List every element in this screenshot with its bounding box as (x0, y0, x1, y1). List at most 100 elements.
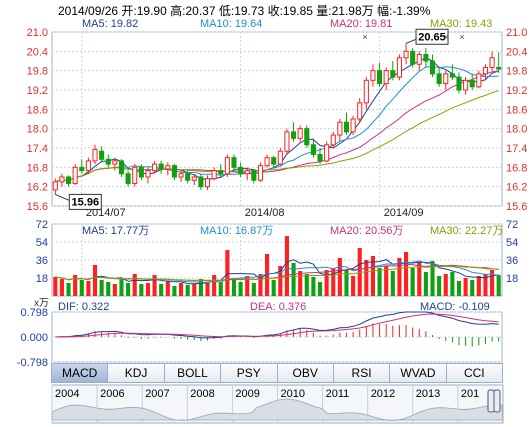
max-callout-value: 20.65 (418, 31, 446, 43)
volume-bar (172, 286, 177, 296)
candle-body (436, 73, 442, 85)
volume-bars[interactable] (53, 236, 501, 296)
tab-psy[interactable]: PSY (221, 363, 278, 383)
tab-obv[interactable]: OBV (277, 363, 334, 383)
volume-ma-label: MA20: 20.56万 (330, 225, 403, 237)
macd-macd-label: MACD: -0.109 (420, 301, 490, 313)
price-tick-right: 19.8 (506, 66, 527, 78)
volume-bar (337, 258, 342, 296)
volume-tick-right: 72 (506, 219, 518, 231)
timeline-year: 2010 (281, 388, 305, 400)
volume-bar (417, 262, 422, 296)
macd-dea-label: DEA: 0.376 (250, 301, 306, 313)
candle-body (317, 153, 323, 162)
volume-bar (430, 261, 435, 296)
price-ma-label: MA5: 19.82 (82, 18, 138, 30)
volume-bar (324, 270, 329, 296)
candle-body (284, 131, 290, 152)
timeline-handle-right[interactable] (493, 389, 501, 413)
macd-dif-label: DIF: 0.322 (58, 301, 109, 313)
candle-body (145, 170, 151, 178)
close-label: 收: (267, 4, 283, 18)
volume-value: 21.98万 (331, 4, 374, 18)
volume-bar (317, 282, 323, 296)
volume-bar (450, 272, 455, 296)
tab-boll[interactable]: BOLL (164, 363, 222, 383)
candle-body (185, 173, 191, 181)
macd-tick: -0.798 (17, 357, 48, 369)
volume-bar (278, 266, 283, 296)
macd-legend: DIF: 0.322 DEA: 0.376 MACD: -0.109 (58, 301, 490, 313)
candle-body (429, 60, 436, 75)
timeline-year: 201 (461, 388, 479, 400)
volume-bar (106, 282, 111, 296)
timeline-handle-left[interactable] (487, 389, 495, 413)
volume-bar (331, 268, 336, 296)
candle-body (443, 73, 449, 85)
volume-ma-label: MA10: 16.87万 (200, 225, 273, 237)
price-tick-right: 15.6 (506, 201, 527, 213)
price-tick-left: 16.8 (27, 162, 48, 174)
price-tick-left: 16.2 (27, 182, 48, 194)
candle-body (52, 181, 58, 191)
tab-cci[interactable]: CCI (446, 363, 503, 383)
candle-body (330, 134, 336, 146)
tab-macd[interactable]: MACD (51, 363, 109, 383)
volume-bar (218, 282, 223, 296)
volume-bar (443, 274, 448, 296)
max-callout-leader (405, 38, 417, 44)
candle-body (449, 73, 455, 78)
volume-bar (384, 266, 389, 296)
candle-body (158, 163, 164, 170)
low-label: 低: (218, 4, 235, 18)
candle-body (112, 160, 118, 165)
volume-bar (463, 278, 468, 296)
month-tick: 2014/07 (86, 207, 126, 219)
timeline-navigator[interactable]: 2004 2006 2007 2008 2009 2010 2011 2012 2013 201 (51, 384, 504, 424)
candle-body (85, 160, 91, 172)
price-tick-right: 18.6 (506, 104, 527, 116)
price-x-axis: 2014/07 2014/08 2014/09 (86, 207, 424, 219)
price-tick-left: 18.0 (27, 124, 48, 136)
candle-body (251, 170, 257, 181)
month-tick: 2014/08 (245, 207, 285, 219)
dif-line (55, 311, 499, 339)
dea-line (55, 313, 499, 338)
price-ma-legend: MA5: 19.82 MA10: 19.64 MA20: 19.81 MA30: 19… (82, 18, 492, 30)
high-value: 20.37 (185, 4, 216, 18)
candle-body (377, 70, 383, 85)
volume-bar (377, 268, 382, 296)
timeline-year: 2006 (100, 388, 124, 400)
volume-bar (245, 276, 250, 296)
tab-rsi[interactable]: RSI (333, 363, 391, 383)
candle-body (191, 176, 197, 181)
volume-bar (139, 284, 144, 296)
candle-body (79, 166, 85, 172)
volume-bar (311, 277, 316, 296)
candle-body (178, 173, 184, 178)
price-tick-right: 18.0 (506, 124, 527, 136)
macd-grid (51, 311, 503, 363)
candlesticks[interactable] (52, 43, 502, 195)
tab-wvad[interactable]: WVAD (390, 363, 447, 383)
min-callout-leader (55, 193, 70, 201)
candle-body (152, 163, 158, 172)
candle-body (310, 144, 316, 155)
price-tick-left: 19.8 (27, 66, 48, 78)
volume-bar (251, 283, 256, 296)
candle-body (257, 165, 264, 181)
tab-kdj[interactable]: KDJ (108, 363, 165, 383)
volume-tick-left: 18 (36, 273, 48, 285)
price-tick-left: 19.2 (27, 85, 48, 97)
volume-bar (152, 275, 157, 296)
candle-body (423, 54, 429, 62)
volume-bar (470, 280, 475, 296)
candle-body (357, 102, 363, 120)
volume-bar (304, 274, 309, 296)
candle-body (132, 166, 138, 184)
moving-average-lines (55, 57, 499, 183)
low-value: 19.73 (234, 4, 265, 18)
volume-bar (364, 260, 369, 296)
volume-bar (423, 272, 428, 296)
